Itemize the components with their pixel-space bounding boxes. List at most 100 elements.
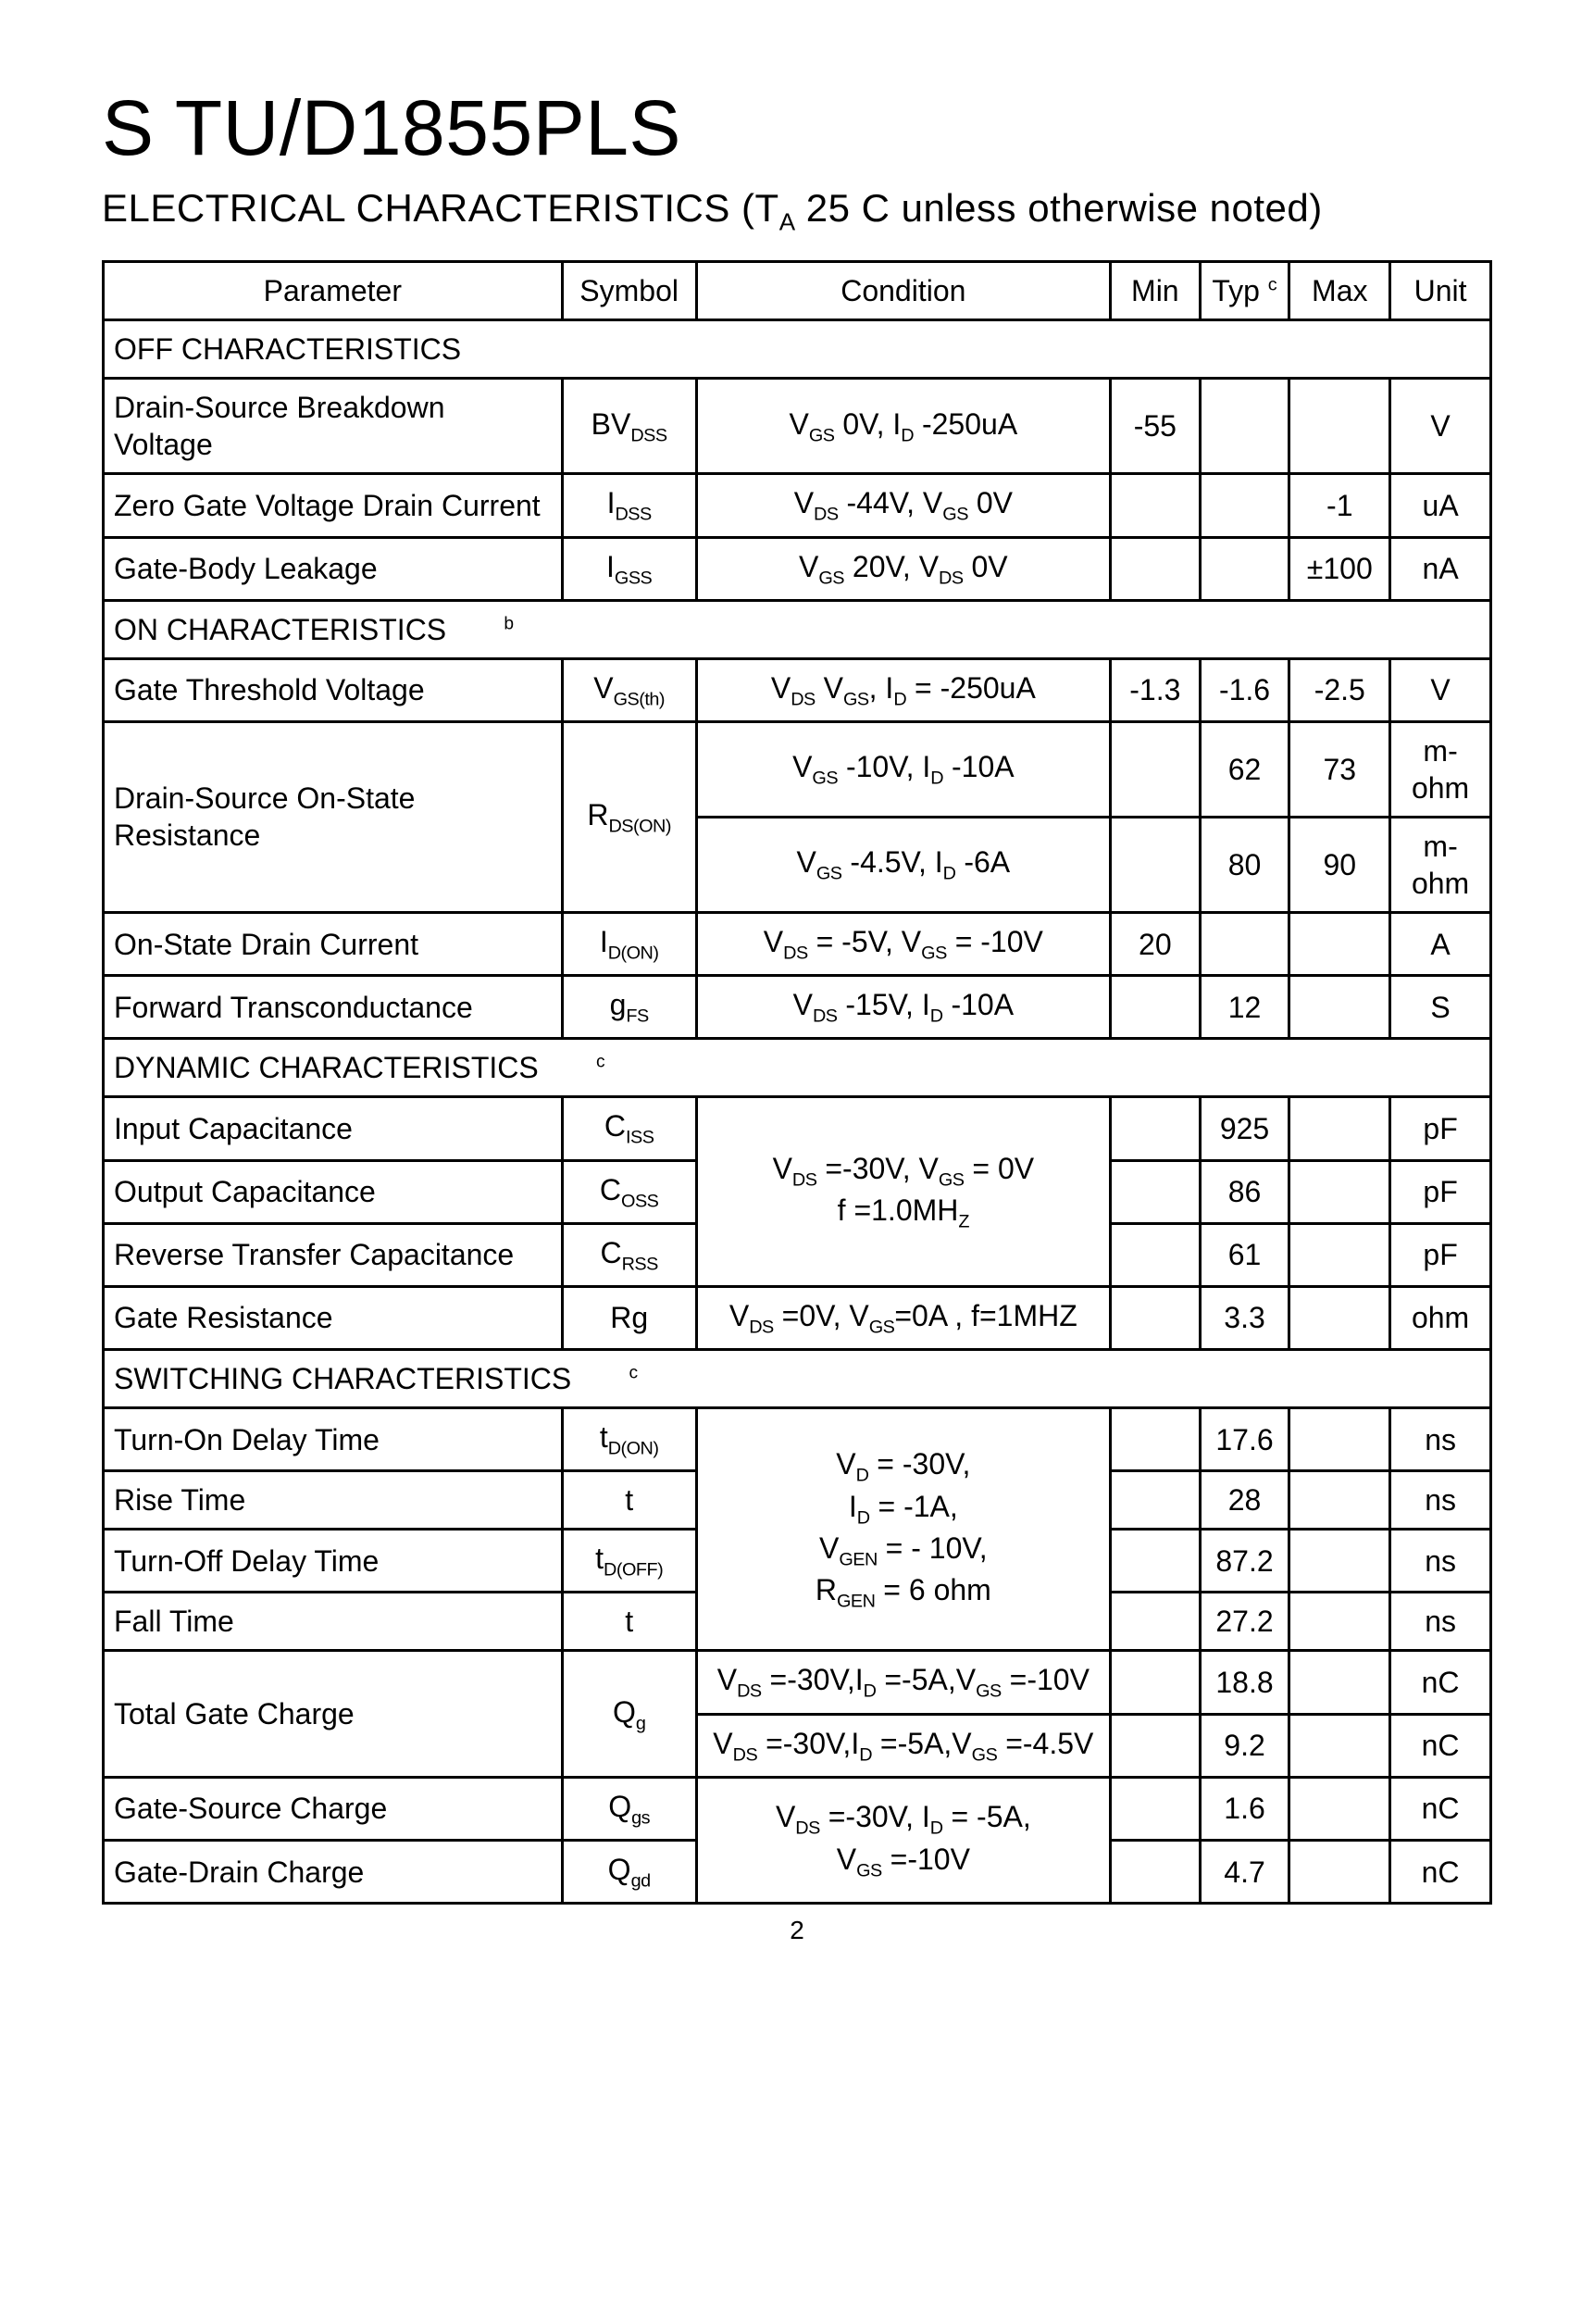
cell-max (1289, 1471, 1390, 1530)
cell-min (1110, 1408, 1200, 1471)
cell-typ (1200, 912, 1289, 975)
cell-parameter: Gate-Source Charge (104, 1777, 563, 1840)
cell-parameter: On-State Drain Current (104, 912, 563, 975)
cell-unit: ns (1390, 1530, 1491, 1593)
cell-unit: m-ohm (1390, 817, 1491, 912)
cell-typ: 1.6 (1200, 1777, 1289, 1840)
cell-symbol: CISS (562, 1097, 696, 1160)
cell-min (1110, 1777, 1200, 1840)
cell-symbol: Qg (562, 1651, 696, 1777)
page-number: 2 (102, 1916, 1492, 1945)
table-row: Zero Gate Voltage Drain CurrentIDSSVDS -… (104, 474, 1491, 537)
cell-typ: 925 (1200, 1097, 1289, 1160)
table-row: Input CapacitanceCISSVDS =-30V, VGS = 0V… (104, 1097, 1491, 1160)
cell-typ: 17.6 (1200, 1408, 1289, 1471)
cell-symbol: VGS(th) (562, 658, 696, 721)
cell-symbol: Rg (562, 1286, 696, 1349)
cell-unit: ns (1390, 1471, 1491, 1530)
cell-symbol: ID(ON) (562, 912, 696, 975)
cell-max (1289, 912, 1390, 975)
cell-parameter: Input Capacitance (104, 1097, 563, 1160)
section-header: DYNAMIC CHARACTERISTICS c (104, 1039, 1491, 1097)
cell-parameter: Forward Transconductance (104, 976, 563, 1039)
cell-condition: VDS =-30V, VGS = 0Vf =1.0MHZ (696, 1097, 1110, 1287)
cell-symbol: COSS (562, 1160, 696, 1223)
cell-min (1110, 1714, 1200, 1777)
cell-typ (1200, 474, 1289, 537)
cell-typ: -1.6 (1200, 658, 1289, 721)
cell-max: 90 (1289, 817, 1390, 912)
cell-symbol: tD(OFF) (562, 1530, 696, 1593)
cell-condition: VDS VGS, ID = -250uA (696, 658, 1110, 721)
datasheet-page: S TU/D1855PLS ELECTRICAL CHARACTERISTICS… (0, 0, 1594, 1982)
cell-condition: VGS 0V, ID -250uA (696, 379, 1110, 474)
cell-condition: VDS -15V, ID -10A (696, 976, 1110, 1039)
cell-max (1289, 1777, 1390, 1840)
header-symbol: Symbol (562, 262, 696, 320)
cell-min (1110, 474, 1200, 537)
cell-typ: 86 (1200, 1160, 1289, 1223)
cell-min (1110, 721, 1200, 817)
cell-unit: pF (1390, 1097, 1491, 1160)
cell-min (1110, 1223, 1200, 1286)
cell-symbol: t (562, 1471, 696, 1530)
cell-max (1289, 1714, 1390, 1777)
section-header: ON CHARACTERISTICS b (104, 600, 1491, 658)
table-row: Gate-Body LeakageIGSSVGS 20V, VDS 0V±100… (104, 537, 1491, 600)
cell-min (1110, 976, 1200, 1039)
table-row: Forward TransconductancegFSVDS -15V, ID … (104, 976, 1491, 1039)
cell-max (1289, 1097, 1390, 1160)
cell-parameter: Gate Threshold Voltage (104, 658, 563, 721)
cell-parameter: Turn-Off Delay Time (104, 1530, 563, 1593)
cell-max: -1 (1289, 474, 1390, 537)
electrical-characteristics-table: Parameter Symbol Condition Min Typ c Max… (102, 260, 1492, 1905)
cell-parameter: Fall Time (104, 1593, 563, 1651)
cell-typ: 18.8 (1200, 1651, 1289, 1714)
cell-unit: pF (1390, 1223, 1491, 1286)
section-header: OFF CHARACTERISTICS (104, 320, 1491, 379)
cell-unit: nC (1390, 1714, 1491, 1777)
cell-max: ±100 (1289, 537, 1390, 600)
cell-parameter: Zero Gate Voltage Drain Current (104, 474, 563, 537)
cell-min: -1.3 (1110, 658, 1200, 721)
table-row: Gate ResistanceRgVDS =0V, VGS=0A , f=1MH… (104, 1286, 1491, 1349)
table-row: Total Gate ChargeQgVDS =-30V,ID =-5A,VGS… (104, 1651, 1491, 1714)
cell-min (1110, 1530, 1200, 1593)
cell-condition: VD = -30V,ID = -1A,VGEN = - 10V,RGEN = 6… (696, 1408, 1110, 1651)
table-row: Gate Threshold VoltageVGS(th)VDS VGS, ID… (104, 658, 1491, 721)
table-row: Drain-Source On-State ResistanceRDS(ON)V… (104, 721, 1491, 817)
cell-symbol: RDS(ON) (562, 721, 696, 912)
cell-condition: VDS =-30V, ID = -5A,VGS =-10V (696, 1777, 1110, 1903)
cell-typ: 62 (1200, 721, 1289, 817)
cell-parameter: Total Gate Charge (104, 1651, 563, 1777)
header-typ: Typ c (1200, 262, 1289, 320)
header-parameter: Parameter (104, 262, 563, 320)
header-condition: Condition (696, 262, 1110, 320)
cell-max (1289, 976, 1390, 1039)
header-min: Min (1110, 262, 1200, 320)
cell-max: 73 (1289, 721, 1390, 817)
cell-typ: 12 (1200, 976, 1289, 1039)
cell-typ: 4.7 (1200, 1841, 1289, 1904)
cell-unit: uA (1390, 474, 1491, 537)
cell-unit: V (1390, 658, 1491, 721)
cell-typ: 28 (1200, 1471, 1289, 1530)
cell-unit: pF (1390, 1160, 1491, 1223)
cell-typ (1200, 537, 1289, 600)
cell-typ: 87.2 (1200, 1530, 1289, 1593)
cell-parameter: Drain-Source On-State Resistance (104, 721, 563, 912)
cell-unit: A (1390, 912, 1491, 975)
cell-typ: 27.2 (1200, 1593, 1289, 1651)
table-header: Parameter Symbol Condition Min Typ c Max… (104, 262, 1491, 320)
cell-unit: ohm (1390, 1286, 1491, 1349)
cell-symbol: Qgd (562, 1841, 696, 1904)
cell-max (1289, 1408, 1390, 1471)
cell-parameter: Output Capacitance (104, 1160, 563, 1223)
cell-min (1110, 1471, 1200, 1530)
table-row: Drain-Source Breakdown VoltageBVDSSVGS 0… (104, 379, 1491, 474)
cell-unit: V (1390, 379, 1491, 474)
cell-min (1110, 1286, 1200, 1349)
cell-condition: VGS -10V, ID -10A (696, 721, 1110, 817)
cell-min (1110, 1160, 1200, 1223)
table-body: OFF CHARACTERISTICSDrain-Source Breakdow… (104, 320, 1491, 1904)
